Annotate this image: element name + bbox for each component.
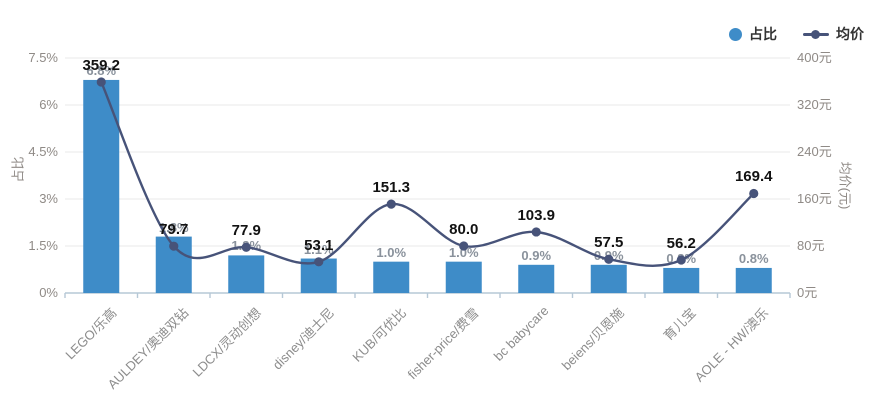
bar-bc babycare[interactable] xyxy=(518,264,555,293)
x-axis-category-label[interactable]: KUB/可优比 xyxy=(349,305,409,365)
right-axis-tick-label: 320元 xyxy=(797,97,832,112)
right-axis-tick-label: 0元 xyxy=(797,285,818,300)
line-point-bc babycare[interactable] xyxy=(531,227,541,237)
line-point-beiens/贝恩施[interactable] xyxy=(604,254,614,264)
left-axis-tick-label: 1.5% xyxy=(28,238,58,253)
left-axis-tick-label: 3% xyxy=(39,191,58,206)
line-point-LDCX/灵动创想[interactable] xyxy=(241,242,251,252)
x-axis-category-label[interactable]: bc babycare xyxy=(491,303,552,364)
line-point-AULDEY/奥迪双钻[interactable] xyxy=(169,241,179,251)
x-axis-category-label[interactable]: disney/迪士尼 xyxy=(269,305,337,373)
bar-AOLE - HW/澳乐[interactable] xyxy=(735,267,772,293)
left-axis-tick-label: 7.5% xyxy=(28,50,58,65)
right-axis-tick-label: 400元 xyxy=(797,50,832,65)
right-axis-tick-label: 80元 xyxy=(797,238,825,253)
line-point-disney/迪士尼[interactable] xyxy=(314,257,324,267)
legend-item-proportion[interactable]: 占比 xyxy=(729,24,777,44)
legend-item-avg-price[interactable]: 均价 xyxy=(803,24,864,44)
x-axis-category-label[interactable]: beiens/贝恩施 xyxy=(558,305,627,373)
line-point-LEGO/乐高[interactable] xyxy=(96,77,106,87)
x-axis-category-label[interactable]: fisher-price/费雪 xyxy=(404,305,482,383)
line-series-swatch-icon xyxy=(803,28,829,41)
right-axis-tick-label: 160元 xyxy=(797,191,832,206)
x-axis-category-label[interactable]: 育儿宝 xyxy=(660,305,699,344)
line-point-育儿宝[interactable] xyxy=(676,255,686,265)
line-point-fisher-price/费雪[interactable] xyxy=(459,241,469,251)
line-point-KUB/可优比[interactable] xyxy=(386,199,396,209)
chart-legend: 占比 均价 xyxy=(729,24,864,44)
left-axis-tick-label: 4.5% xyxy=(28,144,58,159)
line-point-AOLE - HW/澳乐[interactable] xyxy=(749,188,759,199)
legend-label-proportion: 占比 xyxy=(749,26,777,42)
left-axis-tick-label: 6% xyxy=(39,97,58,112)
bar-series-swatch-icon xyxy=(729,27,742,41)
bar-育儿宝[interactable] xyxy=(663,267,700,293)
legend-label-avg-price: 均价 xyxy=(836,26,864,42)
left-axis-tick-label: 0% xyxy=(39,285,58,300)
right-axis-tick-label: 240元 xyxy=(797,144,832,159)
x-axis-category-label[interactable]: AOLE - HW/澳乐 xyxy=(691,305,772,385)
x-axis-category-label[interactable]: LDCX/灵动创想 xyxy=(189,305,264,380)
x-axis-category-label[interactable]: LEGO/乐高 xyxy=(61,305,119,363)
bar-beiens/贝恩施[interactable] xyxy=(590,264,627,293)
